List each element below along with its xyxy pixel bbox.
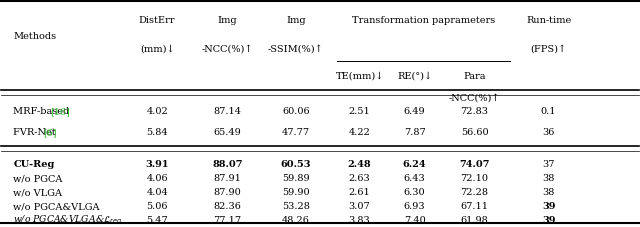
Text: 7.87: 7.87 xyxy=(404,128,426,137)
Text: 56.60: 56.60 xyxy=(461,128,488,137)
Text: 72.83: 72.83 xyxy=(461,107,488,116)
Text: 2.63: 2.63 xyxy=(349,174,371,183)
Text: 4.06: 4.06 xyxy=(147,174,168,183)
Text: 37: 37 xyxy=(542,160,555,169)
Text: 2.61: 2.61 xyxy=(349,188,371,196)
Text: 3.91: 3.91 xyxy=(145,160,169,169)
Text: [16]: [16] xyxy=(51,107,70,116)
Text: w/o PGCA&VLGA: w/o PGCA&VLGA xyxy=(13,201,100,210)
Text: 87.90: 87.90 xyxy=(214,188,241,196)
Text: 72.28: 72.28 xyxy=(461,188,488,196)
Text: 2.51: 2.51 xyxy=(349,107,371,116)
Text: 36: 36 xyxy=(543,128,555,137)
Text: 6.30: 6.30 xyxy=(404,188,426,196)
Text: FVR-Net: FVR-Net xyxy=(13,128,60,137)
Text: 60.06: 60.06 xyxy=(282,107,310,116)
Text: 67.11: 67.11 xyxy=(461,201,488,210)
Text: 82.36: 82.36 xyxy=(214,201,241,210)
Text: -SSIM(%)↑: -SSIM(%)↑ xyxy=(268,45,324,54)
Text: -NCC(%)↑: -NCC(%)↑ xyxy=(449,93,500,102)
Text: DistErr: DistErr xyxy=(139,16,175,25)
Text: 87.91: 87.91 xyxy=(214,174,241,183)
Text: 39: 39 xyxy=(542,201,556,210)
Text: RE(°)↓: RE(°)↓ xyxy=(397,71,432,80)
Text: 87.14: 87.14 xyxy=(213,107,241,116)
Text: CU-Reg: CU-Reg xyxy=(13,160,55,169)
Text: 3.07: 3.07 xyxy=(349,201,371,210)
Text: 38: 38 xyxy=(543,174,555,183)
Text: w/o PGCA&VLGA&$\mathcal{L}_{reg}$: w/o PGCA&VLGA&$\mathcal{L}_{reg}$ xyxy=(13,213,123,226)
Text: 47.77: 47.77 xyxy=(282,128,310,137)
Text: 0.1: 0.1 xyxy=(541,107,556,116)
Text: Img: Img xyxy=(286,16,305,25)
Text: 5.06: 5.06 xyxy=(147,201,168,210)
Text: 5.47: 5.47 xyxy=(147,215,168,224)
Text: 4.04: 4.04 xyxy=(147,188,168,196)
Text: -NCC(%)↑: -NCC(%)↑ xyxy=(202,45,253,54)
Text: 48.26: 48.26 xyxy=(282,215,310,224)
Text: 3.83: 3.83 xyxy=(349,215,371,224)
Text: 72.10: 72.10 xyxy=(461,174,488,183)
Text: 65.49: 65.49 xyxy=(214,128,241,137)
Text: Transformation paprameters: Transformation paprameters xyxy=(352,16,495,25)
Text: 4.02: 4.02 xyxy=(147,107,168,116)
Text: (FPS)↑: (FPS)↑ xyxy=(531,45,566,54)
Text: [6]: [6] xyxy=(43,128,57,137)
Text: 59.89: 59.89 xyxy=(282,174,310,183)
Text: w/o VLGA: w/o VLGA xyxy=(13,188,63,196)
Text: 5.84: 5.84 xyxy=(147,128,168,137)
Text: 6.49: 6.49 xyxy=(404,107,426,116)
Text: 6.43: 6.43 xyxy=(404,174,426,183)
Text: 88.07: 88.07 xyxy=(212,160,243,169)
Text: Img: Img xyxy=(218,16,237,25)
Text: 7.40: 7.40 xyxy=(404,215,426,224)
Text: 6.24: 6.24 xyxy=(403,160,426,169)
Text: 61.98: 61.98 xyxy=(461,215,488,224)
Text: Run-time: Run-time xyxy=(526,16,572,25)
Text: TE(mm)↓: TE(mm)↓ xyxy=(335,71,384,80)
Text: 6.93: 6.93 xyxy=(404,201,426,210)
Text: 59.90: 59.90 xyxy=(282,188,310,196)
Text: Methods: Methods xyxy=(13,32,56,40)
Text: 38: 38 xyxy=(543,188,555,196)
Text: 39: 39 xyxy=(542,215,556,224)
Text: 4.22: 4.22 xyxy=(349,128,371,137)
Text: MRF-based: MRF-based xyxy=(13,107,73,116)
Text: Para: Para xyxy=(463,71,486,80)
Text: 77.17: 77.17 xyxy=(213,215,241,224)
Text: 2.48: 2.48 xyxy=(348,160,371,169)
Text: 60.53: 60.53 xyxy=(280,160,311,169)
Text: 53.28: 53.28 xyxy=(282,201,310,210)
Text: (mm)↓: (mm)↓ xyxy=(140,45,175,54)
Text: 74.07: 74.07 xyxy=(460,160,490,169)
Text: w/o PGCA: w/o PGCA xyxy=(13,174,63,183)
